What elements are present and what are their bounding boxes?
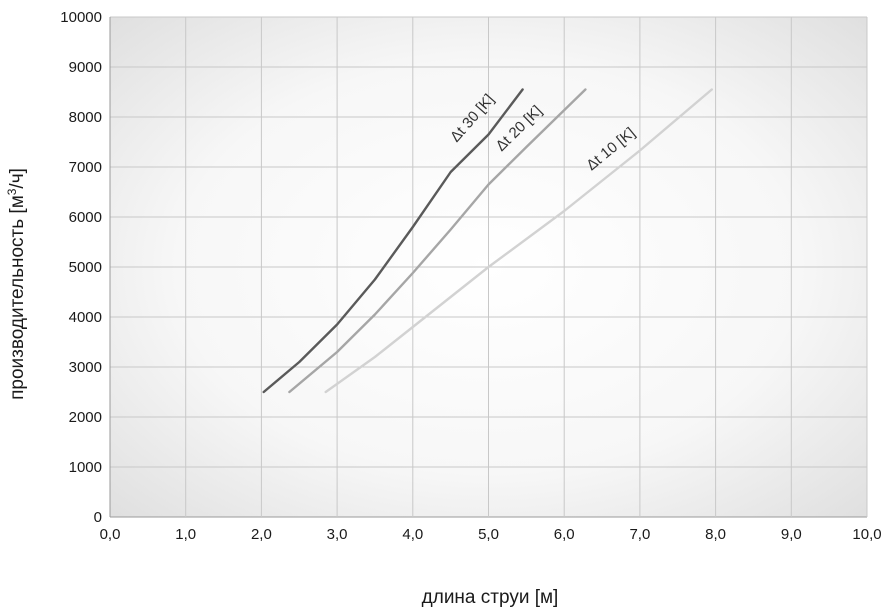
x-tick-label: 8,0 [705, 526, 726, 543]
x-tick-label: 0,0 [100, 526, 121, 543]
y-tick-label: 4000 [69, 309, 102, 326]
y-tick-label: 2000 [69, 409, 102, 426]
grid [109, 16, 868, 518]
x-axis-title: длина струи [м] [422, 587, 559, 608]
y-tick-label: 1000 [69, 459, 102, 476]
y-axis-title-prefix: производительность [м [7, 195, 28, 400]
x-tick-label: 2,0 [251, 526, 272, 543]
y-tick-label: 8000 [69, 109, 102, 126]
series-line-dt10 [324, 88, 713, 394]
y-tick-label: 0 [94, 509, 102, 526]
y-tick-label: 6000 [69, 209, 102, 226]
y-axis-title: производительность [м3/ч] [5, 168, 28, 400]
series-line-dt30 [262, 88, 524, 394]
x-tick-label: 9,0 [781, 526, 802, 543]
y-axis-title-suffix: /ч] [7, 168, 28, 188]
y-tick-label: 9000 [69, 59, 102, 76]
x-tick-label: 10,0 [852, 526, 881, 543]
x-tick-label: 5,0 [478, 526, 499, 543]
y-tick-label: 3000 [69, 359, 102, 376]
y-tick-label: 7000 [69, 159, 102, 176]
y-axis-title-sup: 3 [5, 188, 19, 195]
y-tick-label: 10000 [60, 9, 102, 26]
x-tick-label: 3,0 [327, 526, 348, 543]
x-tick-label: 4,0 [402, 526, 423, 543]
x-tick-label: 1,0 [175, 526, 196, 543]
x-tick-label: 7,0 [629, 526, 650, 543]
x-tick-label: 6,0 [554, 526, 575, 543]
tick-labels: 0 1000 2000 3000 4000 5000 6000 7000 8000 9000 100… [60, 9, 881, 543]
series-line-dt20 [288, 88, 587, 394]
y-tick-label: 5000 [69, 259, 102, 276]
